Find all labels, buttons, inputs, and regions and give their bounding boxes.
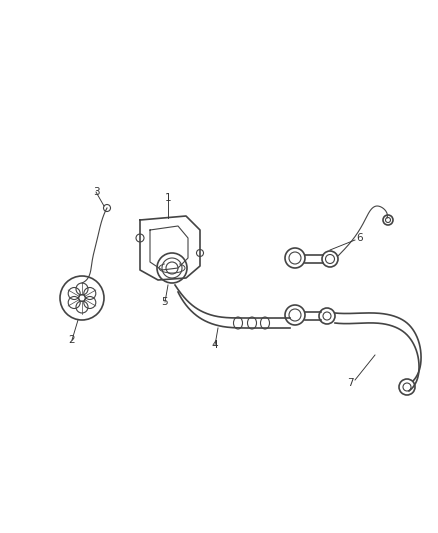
- Text: 6: 6: [357, 233, 363, 243]
- Text: 3: 3: [93, 187, 99, 197]
- Text: 2: 2: [69, 335, 75, 345]
- Text: 7: 7: [347, 378, 353, 388]
- Text: 1: 1: [165, 193, 171, 203]
- Text: 5: 5: [162, 297, 168, 307]
- Text: 4: 4: [212, 340, 218, 350]
